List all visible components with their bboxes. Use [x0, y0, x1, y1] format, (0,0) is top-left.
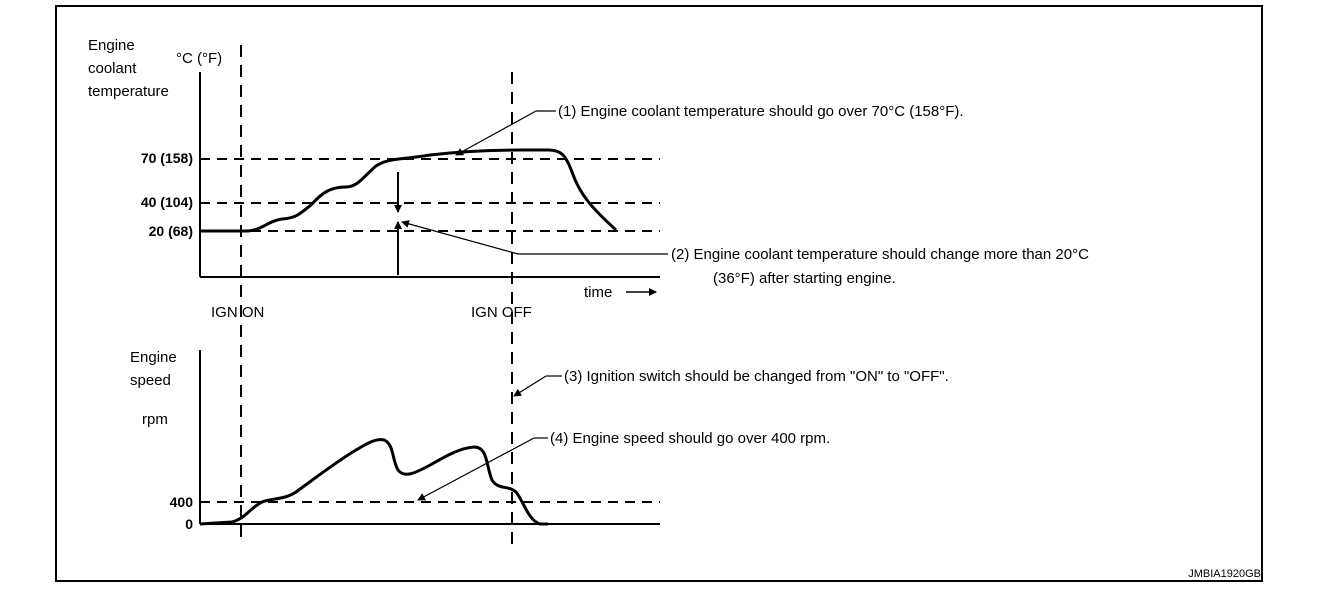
leader-1-arrow [455, 110, 537, 156]
coolant-ylabel-line2: coolant [88, 60, 137, 77]
annotation-3: (3) Ignition switch should be changed fr… [564, 368, 949, 385]
time-axis-label: time [584, 284, 612, 301]
figure-code: JMBIA1920GB [1188, 568, 1261, 580]
coolant-tick-70: 70 (158) [141, 150, 193, 166]
coolant-ylabel-line3: temperature [88, 83, 169, 100]
annotation-4: (4) Engine speed should go over 400 rpm. [550, 430, 830, 447]
diagram-frame [55, 5, 1263, 582]
coolant-tick-40: 40 (104) [141, 194, 193, 210]
annotation-2-line1: (2) Engine coolant temperature should ch… [671, 246, 1089, 263]
leader-4-arrow [417, 437, 535, 501]
speed-unit-label: rpm [142, 411, 168, 428]
speed-ylabel-line1: Engine [130, 349, 177, 366]
speed-ylabel-line2: speed [130, 372, 171, 389]
annotation-2-line2: (36°F) after starting engine. [713, 270, 896, 287]
ign-on-label: IGN ON [211, 304, 264, 321]
coolant-unit-label: °C (°F) [176, 50, 222, 67]
annotation-1: (1) Engine coolant temperature should go… [558, 103, 964, 120]
speed-tick-0: 0 [185, 516, 193, 532]
coolant-temperature-curve [200, 148, 618, 233]
coolant-tick-20: 20 (68) [149, 223, 193, 239]
leader-2-arrow [401, 220, 519, 255]
leader-3-arrow [513, 375, 547, 397]
speed-tick-400: 400 [170, 494, 194, 510]
ign-off-label: IGN OFF [471, 304, 532, 321]
coolant-ylabel-line1: Engine [88, 37, 135, 54]
engine-speed-curve [199, 438, 548, 526]
